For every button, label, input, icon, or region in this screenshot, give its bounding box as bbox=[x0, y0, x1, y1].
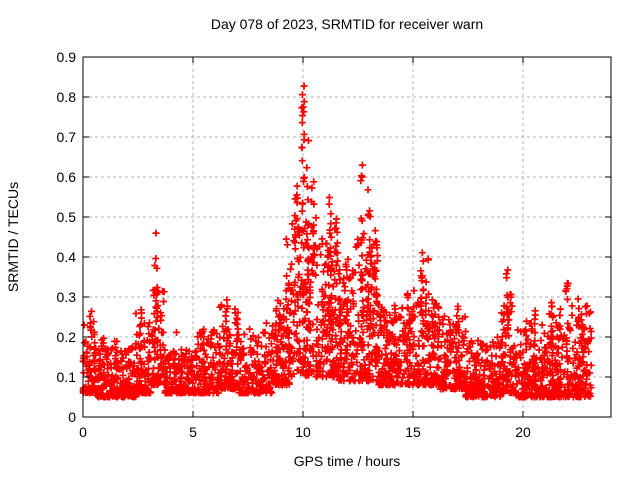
y-tick-label: 0.9 bbox=[56, 49, 76, 65]
y-tick-label: 0.4 bbox=[56, 249, 76, 265]
y-tick-label: 0.3 bbox=[56, 289, 76, 305]
axis-tick-marks bbox=[82, 56, 611, 418]
y-tick-label: 0.1 bbox=[56, 369, 76, 385]
plot-border bbox=[82, 56, 612, 418]
y-axis-label: SRMTID / TECUs bbox=[5, 181, 21, 293]
y-tick-label: 0.6 bbox=[56, 169, 76, 185]
plot-title: Day 078 of 2023, SRMTID for receiver war… bbox=[210, 16, 484, 32]
x-tick-label: 10 bbox=[295, 424, 311, 440]
x-tick-label: 20 bbox=[515, 424, 531, 440]
x-tick-label: 5 bbox=[189, 424, 197, 440]
x-axis-label: GPS time / hours bbox=[293, 453, 401, 469]
y-tick-label: 0.2 bbox=[56, 329, 76, 345]
y-tick-label: 0.8 bbox=[56, 89, 76, 105]
y-tick-label: 0 bbox=[68, 409, 76, 425]
scatter-points bbox=[79, 82, 595, 401]
y-tick-label: 0.5 bbox=[56, 209, 76, 225]
y-tick-label: 0.7 bbox=[56, 129, 76, 145]
x-tick-label: 0 bbox=[79, 424, 87, 440]
x-tick-label: 15 bbox=[405, 424, 421, 440]
